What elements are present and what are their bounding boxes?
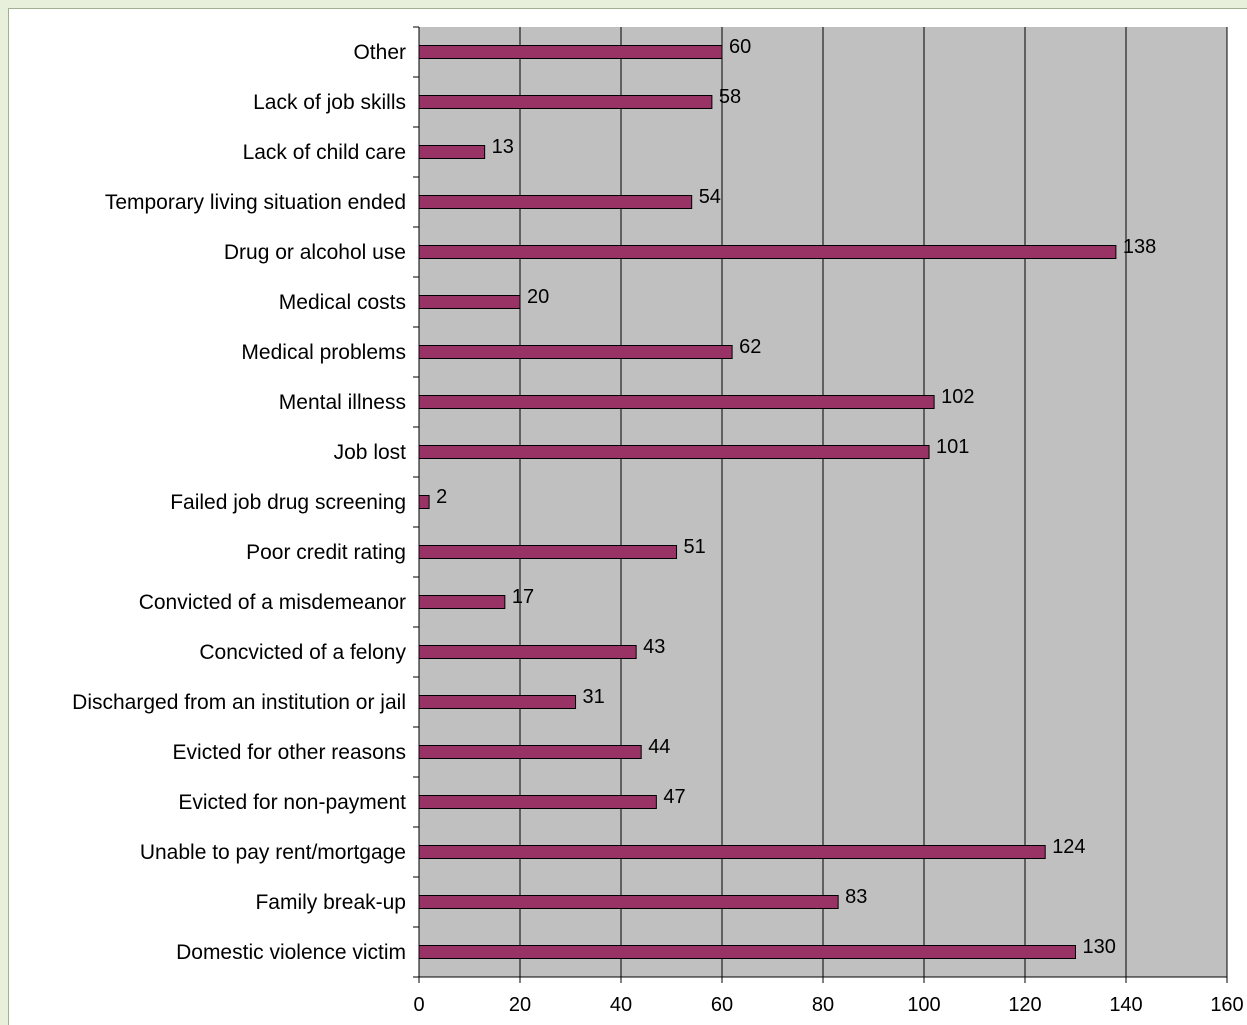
category-label: Unable to pay rent/mortgage [140, 841, 406, 864]
category-label: Evicted for non-payment [178, 791, 406, 814]
bar [418, 545, 678, 559]
data-label: 44 [648, 736, 670, 758]
category-label: Job lost [334, 441, 407, 464]
bar [418, 145, 486, 159]
bar [418, 345, 733, 359]
bar [418, 895, 839, 909]
data-label: 31 [583, 686, 605, 708]
x-tick-label: 20 [509, 994, 531, 1016]
x-axis: 0 20 40 60 80 100 120 140 160 [413, 976, 1244, 1016]
category-label: Medical costs [279, 291, 406, 314]
category-label: Evicted for other reasons [173, 741, 406, 764]
x-tick-label: 140 [1109, 994, 1142, 1016]
bar [418, 195, 693, 209]
bar [418, 495, 430, 509]
bar [418, 395, 935, 409]
chart-frame: Other Lack of job skills Lack of child car… [8, 8, 1247, 1025]
data-label: 43 [643, 636, 665, 658]
bar [418, 445, 930, 459]
category-labels: Other Lack of job skills Lack of child car… [72, 41, 406, 964]
data-label: 51 [684, 536, 706, 558]
data-label: 17 [512, 586, 534, 608]
x-tick-label: 100 [907, 994, 940, 1016]
x-tick-label: 40 [610, 994, 632, 1016]
category-label: Discharged from an institution or jail [72, 691, 406, 714]
x-tick-label: 0 [413, 994, 424, 1016]
category-label: Medical problems [241, 341, 406, 364]
data-label: 20 [527, 286, 549, 308]
bar [418, 745, 642, 759]
x-tick-label: 60 [711, 994, 733, 1016]
data-label: 2 [436, 486, 447, 508]
bar [418, 595, 506, 609]
category-label: Family break-up [255, 891, 406, 914]
bar [418, 695, 577, 709]
gridlines [519, 27, 1228, 977]
bars [418, 45, 1117, 959]
category-label: Concvicted of a felony [199, 641, 406, 664]
data-label: 101 [936, 436, 969, 458]
data-label: 54 [699, 186, 721, 208]
bar [418, 45, 723, 59]
category-label: Mental illness [279, 391, 406, 414]
data-label: 58 [719, 86, 741, 108]
bar [418, 845, 1046, 859]
data-label: 83 [845, 886, 867, 908]
x-tick-label: 120 [1008, 994, 1041, 1016]
data-label: 13 [492, 136, 514, 158]
bar [418, 645, 637, 659]
bar-chart: Other Lack of job skills Lack of child car… [72, 26, 1244, 1016]
bar [418, 945, 1076, 959]
category-label: Convicted of a misdemeanor [139, 591, 406, 614]
category-label: Domestic violence victim [176, 941, 406, 964]
x-tick-label: 160 [1210, 994, 1243, 1016]
data-label: 60 [729, 36, 751, 58]
data-labels: 60 58 13 54 138 20 62 102 101 2 51 17 43 31 44 47 124 83 1… [436, 36, 1156, 958]
data-label: 138 [1123, 236, 1156, 258]
bar [418, 295, 521, 309]
category-label: Lack of job skills [253, 91, 406, 114]
category-label: Drug or alcohol use [224, 241, 406, 264]
data-label: 102 [941, 386, 974, 408]
bar [418, 795, 657, 809]
bar [418, 245, 1117, 259]
category-label: Failed job drug screening [170, 491, 406, 514]
category-label: Poor credit rating [246, 541, 406, 564]
data-label: 62 [739, 336, 761, 358]
y-axis [413, 26, 420, 978]
bar [418, 95, 713, 109]
x-tick-label: 80 [812, 994, 834, 1016]
category-label: Other [353, 41, 406, 64]
data-label: 47 [663, 786, 685, 808]
category-label: Lack of child care [243, 141, 406, 164]
data-label: 124 [1052, 836, 1085, 858]
category-label: Temporary living situation ended [105, 191, 406, 214]
data-label: 130 [1083, 936, 1116, 958]
